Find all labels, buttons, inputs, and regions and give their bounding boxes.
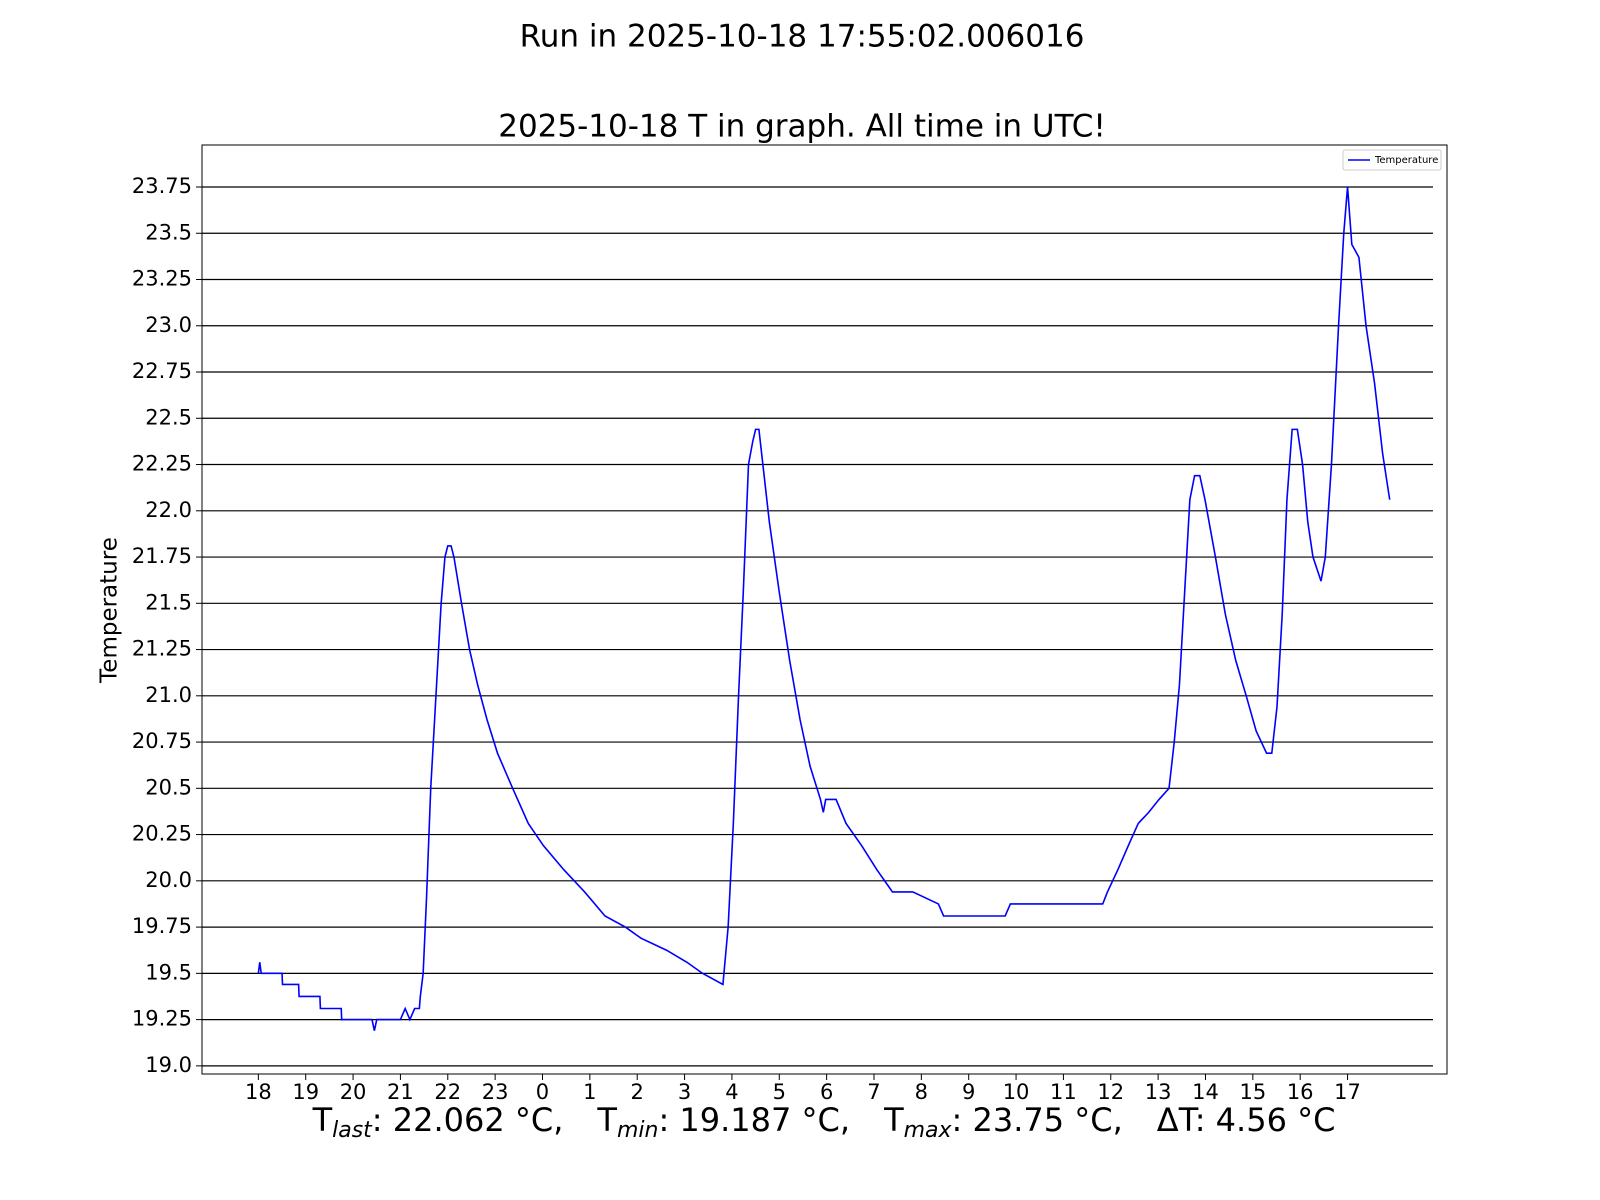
stat-symbol: ΔT (1157, 1101, 1199, 1139)
stats-line: Tlast: 22.062 °C, Tmin: 19.187 °C, Tmax: 2… (312, 1101, 1336, 1143)
x-tick-label: 13 (1145, 1080, 1172, 1104)
y-tick-label: 20.5 (145, 775, 192, 799)
x-tick-label: 4 (725, 1080, 738, 1104)
x-tick-label: 21 (387, 1080, 414, 1104)
x-tick-label: 20 (340, 1080, 367, 1104)
y-tick-label: 20.25 (132, 822, 192, 846)
x-tick-label: 11 (1050, 1080, 1077, 1104)
y-tick-label: 22.0 (145, 498, 192, 522)
y-tick-label: 21.75 (132, 544, 192, 568)
y-tick-label: 22.25 (132, 452, 192, 476)
x-tick-label: 15 (1239, 1080, 1266, 1104)
y-tick-label: 19.25 (132, 1007, 192, 1031)
y-tick-label: 19.75 (132, 914, 192, 938)
y-tick-label: 23.25 (132, 267, 192, 291)
stat-text: : 4.56 °C (1195, 1101, 1336, 1139)
x-tick-label: 1 (583, 1080, 596, 1104)
chart-title: Run in 2025-10-18 17:55:02.006016 (520, 19, 1085, 55)
stat-symbol: T (883, 1101, 904, 1139)
legend-box (1342, 149, 1442, 171)
stat-subscript: min (617, 1118, 659, 1143)
x-tick-label: 16 (1287, 1080, 1314, 1104)
x-tick-label: 18 (245, 1080, 272, 1104)
stat-text: : 22.062 °C, (372, 1101, 564, 1139)
y-tick-label: 23.5 (145, 220, 192, 244)
y-tick-label: 23.0 (145, 313, 192, 337)
stat-subscript: last (332, 1118, 373, 1143)
x-tick-label: 7 (867, 1080, 880, 1104)
x-tick-label: 2 (631, 1080, 644, 1104)
legend-label: Temperature (1374, 155, 1438, 166)
stat-symbol: T (312, 1101, 333, 1139)
x-tick-label: 23 (482, 1080, 509, 1104)
stat-symbol: T (596, 1101, 617, 1139)
stat-text: : 19.187 °C, (658, 1101, 850, 1139)
x-tick-label: 22 (434, 1080, 461, 1104)
y-tick-label: 19.5 (145, 960, 192, 984)
x-tick-label: 3 (678, 1080, 691, 1104)
x-tick-label: 19 (292, 1080, 319, 1104)
y-tick-label: 20.75 (132, 729, 192, 753)
chart-subtitle: 2025-10-18 T in graph. All time in UTC! (498, 109, 1106, 145)
x-tick-label: 5 (773, 1080, 786, 1104)
x-tick-label: 14 (1192, 1080, 1219, 1104)
plot-frame (201, 144, 1448, 1075)
x-tick-label: 6 (820, 1080, 833, 1104)
y-tick-label: 19.0 (145, 1053, 192, 1077)
y-axis-label: Temperature (97, 537, 123, 684)
y-tick-label: 23.75 (132, 174, 192, 198)
stat-text: : 23.75 °C, (952, 1101, 1123, 1139)
y-tick-label: 22.5 (145, 405, 192, 429)
y-tick-label: 22.75 (132, 359, 192, 383)
x-tick-label: 9 (962, 1080, 975, 1104)
y-tick-label: 20.0 (145, 868, 192, 892)
x-tick-label: 0 (536, 1080, 549, 1104)
stat-subscript: max (904, 1118, 953, 1143)
x-tick-label: 17 (1334, 1080, 1361, 1104)
y-tick-label: 21.25 (132, 637, 192, 661)
legend: Temperature (1342, 149, 1442, 171)
x-tick-label: 10 (1003, 1080, 1030, 1104)
y-tick-label: 21.5 (145, 590, 192, 614)
x-tick-label: 8 (915, 1080, 928, 1104)
y-tick-label: 21.0 (145, 683, 192, 707)
x-tick-label: 12 (1097, 1080, 1124, 1104)
data-line (257, 186, 1391, 1031)
